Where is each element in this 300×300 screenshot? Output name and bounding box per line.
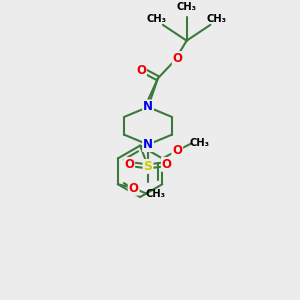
Text: O: O xyxy=(124,158,134,171)
Text: CH₃: CH₃ xyxy=(146,189,165,199)
Text: CH₃: CH₃ xyxy=(189,138,209,148)
Text: O: O xyxy=(129,182,139,195)
Text: O: O xyxy=(172,144,182,157)
Text: O: O xyxy=(173,52,183,65)
Text: CH₃: CH₃ xyxy=(147,14,167,24)
Text: CH₃: CH₃ xyxy=(206,14,226,24)
Text: N: N xyxy=(143,138,153,151)
Text: O: O xyxy=(136,64,146,77)
Text: N: N xyxy=(143,100,153,113)
Text: CH₃: CH₃ xyxy=(177,2,196,12)
Text: O: O xyxy=(162,158,172,171)
Text: S: S xyxy=(143,160,152,173)
